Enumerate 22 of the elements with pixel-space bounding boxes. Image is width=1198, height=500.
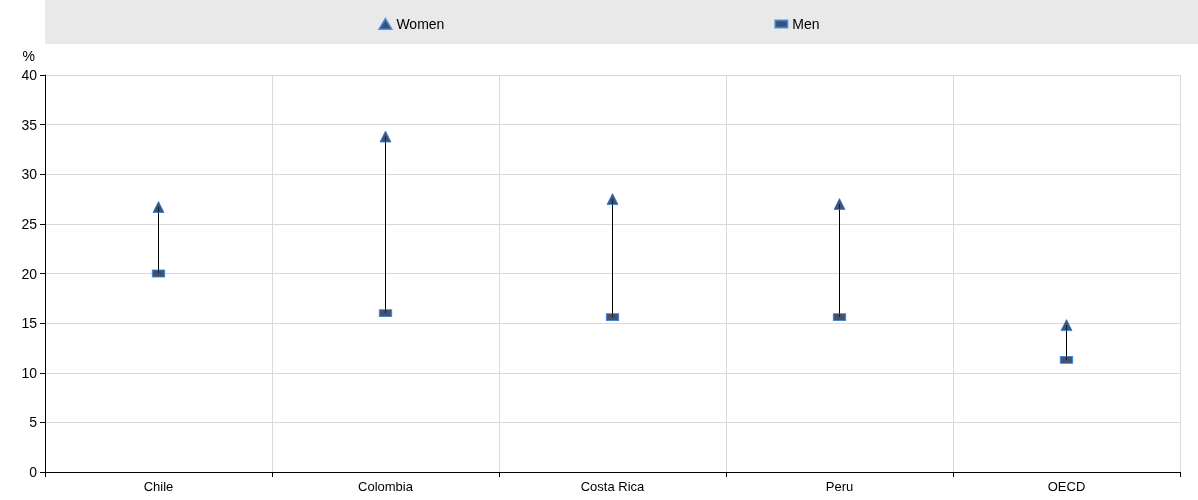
legend-label: Men <box>792 16 820 32</box>
x-tick-label: Colombia <box>358 479 414 494</box>
y-tick-label: 15 <box>21 315 38 332</box>
y-tick-label: 25 <box>21 215 38 232</box>
y-axis-title: % <box>22 48 35 64</box>
y-tick-label: 0 <box>29 464 38 480</box>
point <box>379 130 392 143</box>
point <box>606 193 619 206</box>
y-tick-label: 20 <box>21 265 38 282</box>
y-tick-label: 30 <box>21 166 38 183</box>
y-tick-label: 35 <box>21 116 38 133</box>
x-tick-label: Costa Rica <box>580 479 646 494</box>
x-tick-label: Peru <box>825 479 854 494</box>
point <box>833 198 846 211</box>
legend-label: Women <box>396 16 445 32</box>
point <box>152 201 165 213</box>
y-tick-label: 10 <box>21 364 38 381</box>
x-tick-label: Chile <box>143 479 174 494</box>
y-tick-label: 40 <box>21 67 38 83</box>
point <box>1060 319 1073 332</box>
y-tick-label: 5 <box>29 414 38 431</box>
x-tick-label: OECD <box>1047 479 1086 494</box>
